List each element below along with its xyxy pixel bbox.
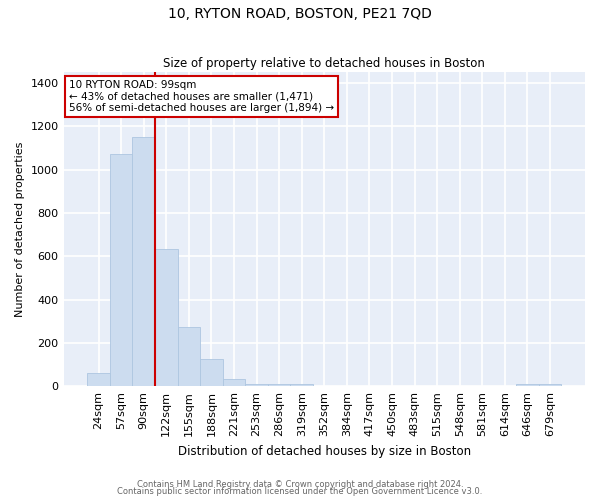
Bar xyxy=(539,384,561,386)
Bar xyxy=(133,137,155,386)
Text: 10 RYTON ROAD: 99sqm
← 43% of detached houses are smaller (1,471)
56% of semi-de: 10 RYTON ROAD: 99sqm ← 43% of detached h… xyxy=(69,80,334,113)
Bar xyxy=(516,384,539,386)
Text: Contains public sector information licensed under the Open Government Licence v3: Contains public sector information licen… xyxy=(118,487,482,496)
X-axis label: Distribution of detached houses by size in Boston: Distribution of detached houses by size … xyxy=(178,444,471,458)
Bar xyxy=(178,326,200,386)
Bar xyxy=(245,384,268,386)
Bar xyxy=(223,378,245,386)
Text: Contains HM Land Registry data © Crown copyright and database right 2024.: Contains HM Land Registry data © Crown c… xyxy=(137,480,463,489)
Bar xyxy=(110,154,133,386)
Bar xyxy=(87,374,110,386)
Bar xyxy=(290,384,313,386)
Text: 10, RYTON ROAD, BOSTON, PE21 7QD: 10, RYTON ROAD, BOSTON, PE21 7QD xyxy=(168,8,432,22)
Title: Size of property relative to detached houses in Boston: Size of property relative to detached ho… xyxy=(163,56,485,70)
Bar xyxy=(200,359,223,386)
Bar xyxy=(155,248,178,386)
Y-axis label: Number of detached properties: Number of detached properties xyxy=(15,142,25,317)
Bar xyxy=(268,384,290,386)
